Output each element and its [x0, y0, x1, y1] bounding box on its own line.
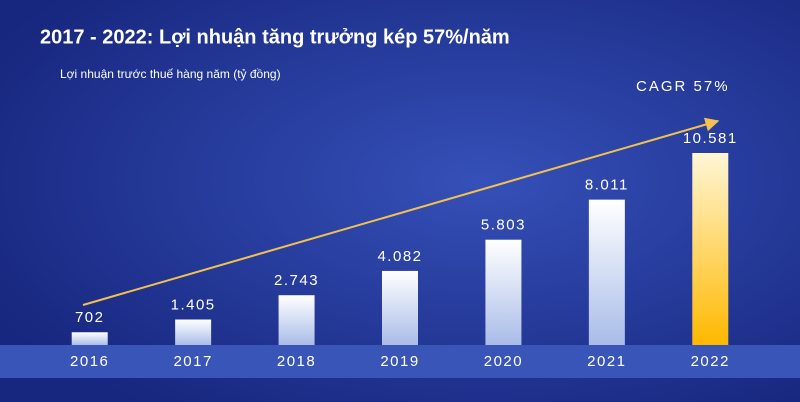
bar [485, 239, 522, 345]
x-tick-label: 2020 [484, 353, 523, 370]
value-label: 4.082 [377, 248, 422, 265]
annotation: CAGR 57% [636, 78, 730, 95]
bar [278, 295, 315, 345]
value-label: 5.803 [481, 217, 526, 234]
x-tick-label: 2017 [173, 353, 212, 370]
x-tick-label: 2021 [587, 353, 626, 370]
bar [588, 199, 625, 345]
x-tick-label: 2022 [691, 353, 730, 370]
trend-arrow [82, 117, 720, 306]
value-label: 702 [75, 309, 105, 326]
chart-title: 2017 - 2022: Lợi nhuận tăng trưởng kép 5… [40, 26, 510, 48]
value-label: 8.011 [585, 177, 629, 194]
value-label: 10.581 [683, 130, 738, 147]
axis-band [0, 345, 800, 378]
bar [382, 270, 418, 345]
bar [71, 332, 108, 345]
value-label: 1.405 [171, 296, 216, 313]
value-label: 2.743 [274, 272, 319, 289]
bar [175, 319, 212, 345]
chart-subtitle: Lợi nhuận trước thuế hàng năm (tỷ đồng) [60, 67, 281, 81]
x-tick-label: 2019 [380, 353, 419, 370]
bar [692, 153, 729, 345]
x-tick-label: 2016 [70, 353, 109, 370]
x-tick-label: 2018 [277, 353, 316, 370]
